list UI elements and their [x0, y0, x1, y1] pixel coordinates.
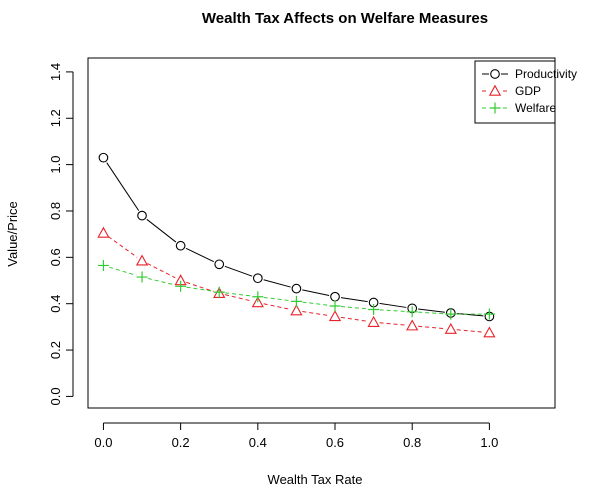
series-segment — [147, 277, 175, 286]
legend-marker-bg — [489, 85, 501, 97]
y-tick-label: 1.0 — [48, 156, 63, 174]
y-tick-label: 0.2 — [48, 341, 63, 359]
plot-frame — [87, 57, 556, 409]
data-point — [290, 304, 303, 316]
series-segment — [147, 263, 176, 279]
data-point — [367, 315, 380, 327]
series-segment — [418, 311, 445, 315]
y-tick-label: 1.4 — [48, 63, 63, 81]
series-segment — [302, 311, 330, 317]
data-point — [445, 308, 457, 320]
data-point — [252, 273, 263, 284]
legend-marker — [489, 102, 501, 114]
data-point — [136, 271, 148, 283]
series-segment — [379, 302, 407, 308]
series-gdp — [97, 226, 496, 338]
series-segment — [379, 309, 407, 312]
data-point — [97, 226, 110, 238]
legend-box — [474, 60, 556, 124]
legend-item: Productivity — [482, 67, 577, 81]
data-point — [406, 319, 419, 331]
series-segment — [456, 313, 484, 317]
plot-area: 0.0 0.2 0.4 0.6 0.8 1.0 0.0 0.2 0.4 0.6 0.8 1.0 1.2 1… — [48, 57, 577, 450]
series-segment — [224, 294, 253, 302]
x-tick-label: 0.6 — [326, 435, 344, 450]
x-tick-label: 0.4 — [249, 435, 267, 450]
data-point — [444, 322, 457, 334]
legend-marker — [488, 84, 502, 96]
data-point — [175, 240, 186, 251]
data-point — [290, 295, 302, 307]
series-segment — [340, 316, 368, 322]
series-productivity — [98, 152, 495, 322]
data-point — [330, 291, 340, 302]
legend-item: Welfare — [482, 101, 556, 115]
series-segment — [146, 218, 177, 243]
series-segment — [302, 301, 330, 306]
series-segment — [106, 162, 140, 211]
y-tick-label: 1.2 — [48, 109, 63, 127]
series-segment — [185, 247, 215, 263]
data-point — [328, 310, 342, 322]
series-segment — [418, 325, 445, 330]
series-segment — [186, 286, 214, 292]
series-segment — [340, 297, 368, 303]
series-segment — [263, 303, 291, 310]
y-tick-label: 0.8 — [48, 202, 63, 220]
series-segment — [340, 306, 368, 310]
y-tick-label: 0.6 — [48, 248, 63, 266]
series-segment — [225, 292, 252, 297]
x-tick-label: 1.0 — [480, 435, 498, 450]
data-point — [213, 286, 225, 298]
data-point — [483, 326, 496, 338]
series-segment — [186, 281, 214, 292]
series-welfare — [97, 259, 495, 320]
series-segment — [263, 296, 291, 302]
series-segment — [456, 329, 484, 333]
data-point — [251, 296, 264, 308]
legend: Productivity GDP Welfare — [474, 60, 577, 124]
y-axis-label: Value/Price — [5, 201, 20, 267]
series-segment — [418, 308, 445, 313]
series-segment — [263, 279, 291, 288]
series-segment — [302, 289, 330, 296]
data-point — [175, 280, 187, 292]
data-point — [291, 283, 302, 294]
data-point — [368, 303, 380, 315]
data-point — [483, 308, 495, 320]
legend-marker — [490, 69, 500, 79]
data-point — [135, 254, 149, 266]
data-point — [406, 306, 418, 318]
x-tick-label: 0.2 — [172, 435, 190, 450]
series-segment — [224, 265, 253, 277]
legend-item: GDP — [482, 84, 541, 98]
data-point — [137, 210, 147, 221]
series-segment — [109, 266, 137, 276]
y-tick-label: 0.0 — [48, 387, 63, 405]
data-point — [97, 259, 109, 271]
data-point — [98, 152, 109, 163]
legend-label: Welfare — [515, 101, 556, 115]
data-point — [329, 300, 341, 312]
y-tick-label: 0.4 — [48, 295, 63, 313]
x-tick-label: 0.0 — [94, 435, 112, 450]
series-segment — [108, 236, 138, 258]
data-point — [214, 259, 225, 270]
x-tick-label: 0.8 — [403, 435, 421, 450]
chart-title: Wealth Tax Affects on Welfare Measures — [202, 10, 488, 27]
series-segment — [379, 322, 407, 326]
legend-label: GDP — [515, 84, 541, 98]
legend-label: Productivity — [515, 67, 577, 81]
data-point — [252, 291, 264, 303]
x-axis-label: Wealth Tax Rate — [268, 472, 363, 487]
